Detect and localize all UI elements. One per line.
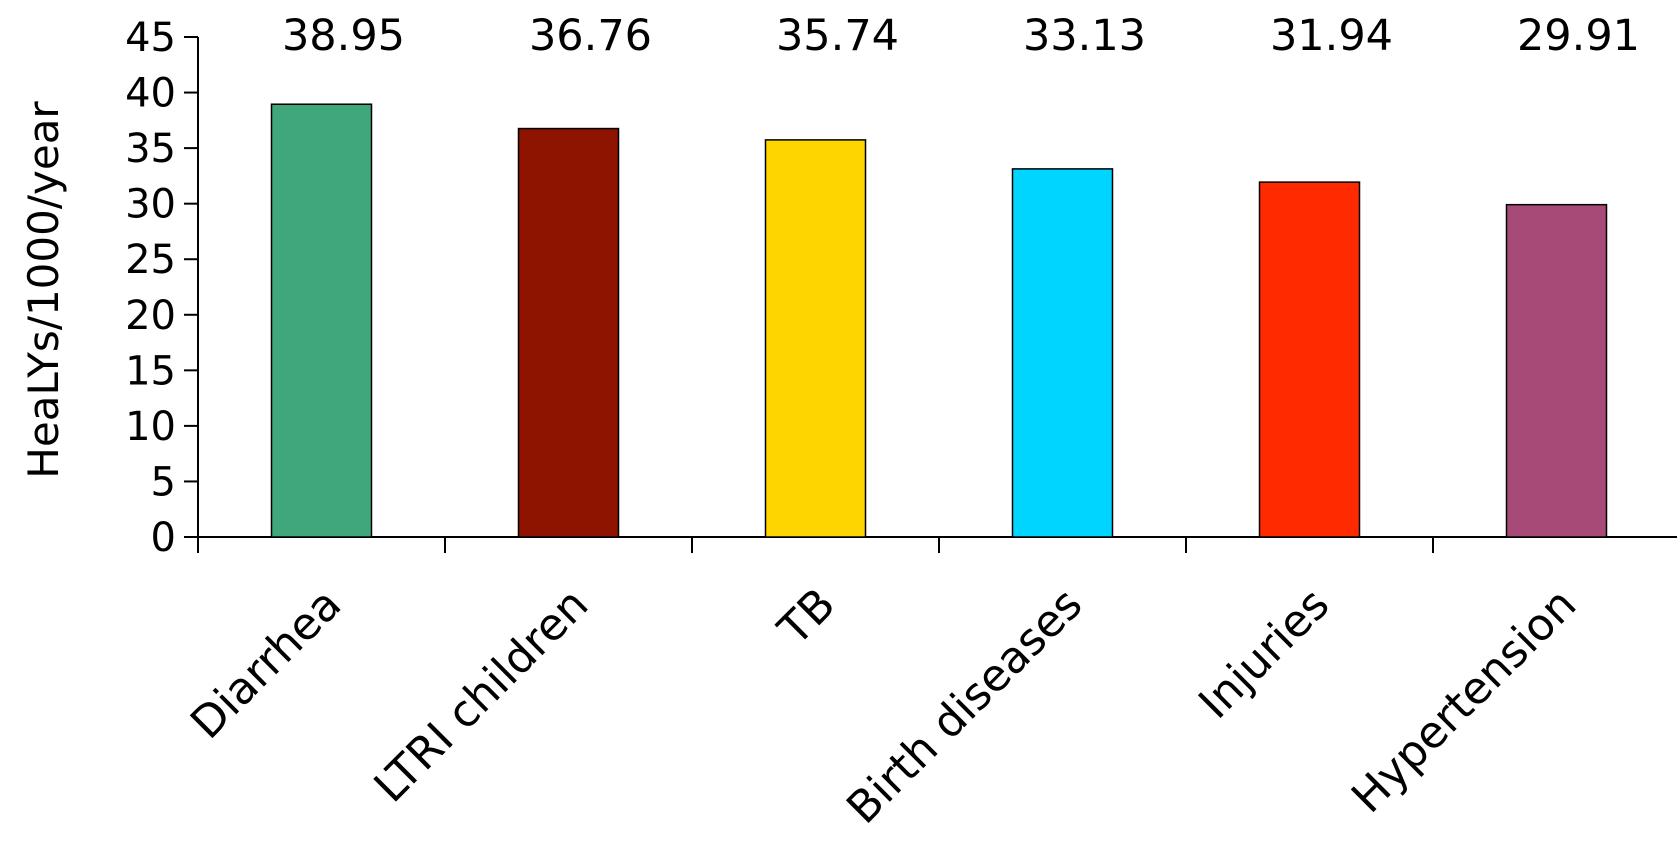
value-labels: 38.95 36.76 35.74 33.13 31.94 29.91 xyxy=(282,11,1640,61)
bar-ltri-children xyxy=(517,127,620,538)
y-tick-label: 15 xyxy=(125,348,176,394)
y-axis-title-group: HeaLYs/1000/year xyxy=(19,101,68,479)
bar-hypertension xyxy=(1505,203,1608,538)
y-tick-label: 45 xyxy=(125,15,176,61)
axes xyxy=(197,37,1677,538)
value-label-birth-diseases: 33.13 xyxy=(1023,11,1146,61)
bar-birth-diseases xyxy=(1011,168,1114,538)
category-label-injuries: Injuries xyxy=(1189,579,1339,729)
bar-tb xyxy=(764,139,867,538)
y-tick-label: 5 xyxy=(151,459,176,505)
y-tick-label: 35 xyxy=(125,126,176,172)
value-label-hypertension: 29.91 xyxy=(1517,11,1640,61)
category-label-birth-diseases: Birth diseases xyxy=(837,579,1092,834)
category-label-tb: TB xyxy=(768,579,845,656)
y-tick-label: 25 xyxy=(125,237,176,283)
y-tick-label: 10 xyxy=(125,404,176,450)
y-axis-title: HeaLYs/1000/year xyxy=(19,101,68,479)
y-ticks: 0 5 10 15 20 25 30 35 40 45 xyxy=(125,15,198,561)
value-label-ltri-children: 36.76 xyxy=(529,11,652,61)
value-label-tb: 35.74 xyxy=(776,11,899,61)
category-label-ltri-children: LTRI children xyxy=(365,579,599,813)
category-label-diarrhea: Diarrhea xyxy=(181,579,351,749)
y-tick-label: 0 xyxy=(151,515,176,561)
x-ticks xyxy=(197,537,1434,553)
bars xyxy=(270,103,1608,538)
value-label-injuries: 31.94 xyxy=(1270,11,1393,61)
value-label-diarrhea: 38.95 xyxy=(282,11,405,61)
y-tick-label: 30 xyxy=(125,182,176,228)
bar-diarrhea xyxy=(270,103,373,538)
category-label-hypertension: Hypertension xyxy=(1342,579,1586,823)
bar-injuries xyxy=(1258,181,1361,538)
y-tick-label: 20 xyxy=(125,293,176,339)
y-tick-label: 40 xyxy=(125,71,176,117)
